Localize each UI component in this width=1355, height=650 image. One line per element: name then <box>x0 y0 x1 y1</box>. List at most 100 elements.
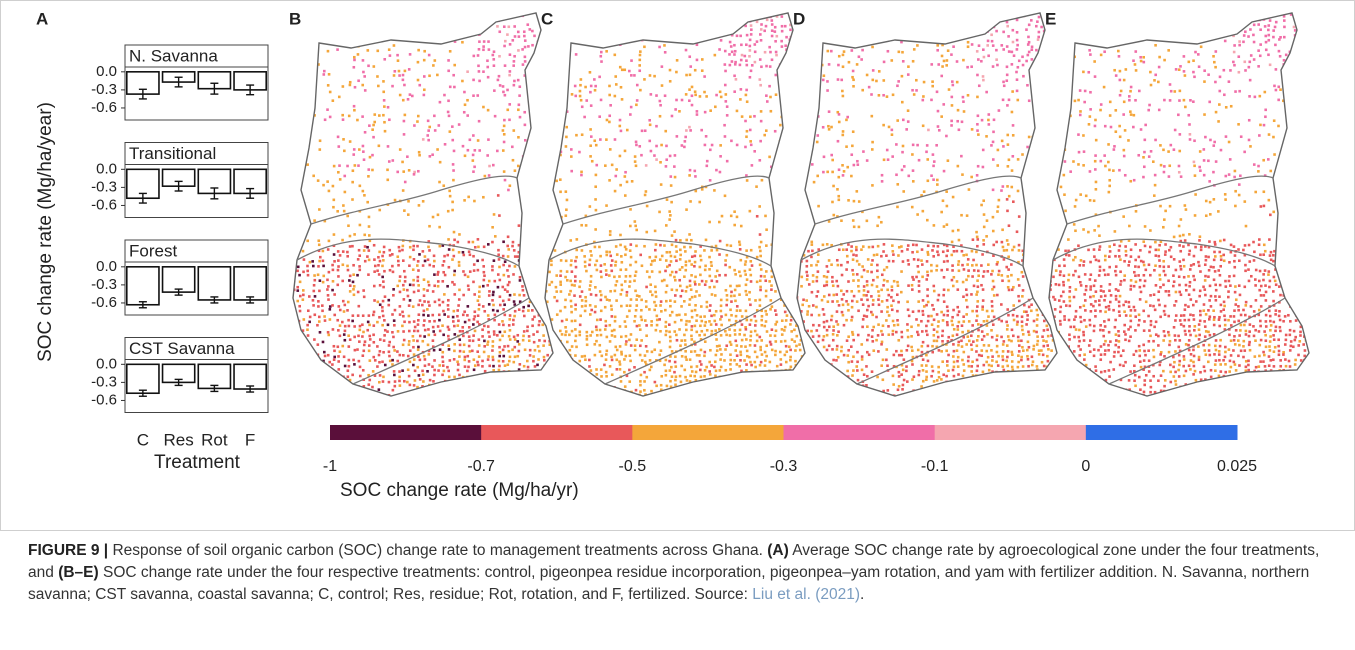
pixel <box>1032 329 1036 333</box>
pixel <box>799 338 803 342</box>
pixel <box>413 369 417 373</box>
pixel <box>421 264 425 267</box>
pixel <box>531 160 534 164</box>
pixel <box>555 220 559 223</box>
pixel <box>975 50 979 53</box>
pixel <box>570 169 574 173</box>
pixel <box>1005 13 1009 16</box>
pixel <box>1046 299 1049 303</box>
pixel <box>774 50 778 54</box>
pixel <box>1018 10 1021 13</box>
pixel <box>644 363 648 366</box>
pixel <box>698 294 701 297</box>
pixel <box>803 364 805 367</box>
pixel <box>536 254 539 258</box>
pixel <box>665 198 669 201</box>
pixel <box>594 293 598 297</box>
pixel <box>503 288 507 291</box>
pixel <box>502 354 506 358</box>
pixel <box>331 99 335 102</box>
pixel <box>915 275 918 279</box>
pixel <box>546 394 550 396</box>
pixel <box>936 298 940 302</box>
pixel <box>503 13 506 14</box>
pixel <box>1040 279 1044 282</box>
pixel <box>991 44 995 47</box>
pixel <box>483 309 487 313</box>
pixel <box>346 309 349 312</box>
pixel <box>639 50 642 53</box>
pixel <box>680 355 684 358</box>
pixel <box>317 320 321 323</box>
pixel <box>831 200 834 204</box>
pixel <box>987 123 991 126</box>
pixel <box>549 384 552 387</box>
pixel <box>815 93 818 96</box>
pixel <box>916 250 919 254</box>
pixel <box>768 155 771 159</box>
pixel <box>967 329 970 333</box>
pixel <box>532 243 535 246</box>
pixel <box>599 50 603 54</box>
pixel <box>467 344 471 348</box>
pixel <box>635 143 638 147</box>
pixel <box>635 244 638 248</box>
pixel <box>962 315 965 319</box>
pixel <box>487 40 490 43</box>
pixel <box>760 339 764 342</box>
pixel <box>749 360 752 364</box>
pixel <box>674 378 677 382</box>
pixel <box>633 314 637 318</box>
pixel <box>911 59 915 63</box>
pixel <box>725 294 729 297</box>
pixel <box>610 355 613 359</box>
pixel <box>740 43 743 47</box>
pixel <box>689 200 692 203</box>
pixel <box>352 395 356 396</box>
pixel <box>1005 344 1009 347</box>
pixel <box>975 344 979 348</box>
pixel <box>956 328 960 331</box>
pixel <box>685 238 689 242</box>
pixel <box>416 385 419 389</box>
pixel <box>778 13 782 14</box>
pixel <box>427 349 431 353</box>
pixel <box>658 270 662 274</box>
pixel <box>624 398 627 401</box>
pixel <box>605 400 608 403</box>
pixel <box>372 324 376 327</box>
pixel <box>1031 279 1035 283</box>
pixel <box>841 65 845 69</box>
pixel <box>336 318 340 322</box>
pixel <box>526 359 529 363</box>
pixel <box>483 339 486 343</box>
pixel <box>841 313 845 317</box>
pixel <box>810 20 813 23</box>
pixel <box>1047 183 1051 187</box>
pixel <box>946 49 950 53</box>
pixel <box>745 100 749 104</box>
pixel <box>348 140 352 143</box>
pixel <box>764 279 768 283</box>
pixel <box>1007 338 1011 342</box>
pixel <box>361 323 364 327</box>
pixel <box>871 78 875 82</box>
pixel <box>453 273 456 277</box>
pixel <box>945 14 949 18</box>
pixel <box>1056 63 1057 66</box>
pixel <box>308 23 311 26</box>
pixel <box>1021 328 1024 332</box>
pixel <box>970 175 973 179</box>
pixel <box>892 18 896 22</box>
pixel <box>789 23 792 27</box>
pixel <box>916 143 919 147</box>
pixel <box>1031 220 1035 223</box>
pixel <box>496 25 499 28</box>
pixel <box>850 315 854 319</box>
pixel <box>695 330 699 334</box>
pixel <box>800 40 803 44</box>
pixel <box>308 95 312 98</box>
pixel <box>543 274 547 277</box>
pixel <box>790 390 793 394</box>
pixel <box>1010 273 1013 277</box>
